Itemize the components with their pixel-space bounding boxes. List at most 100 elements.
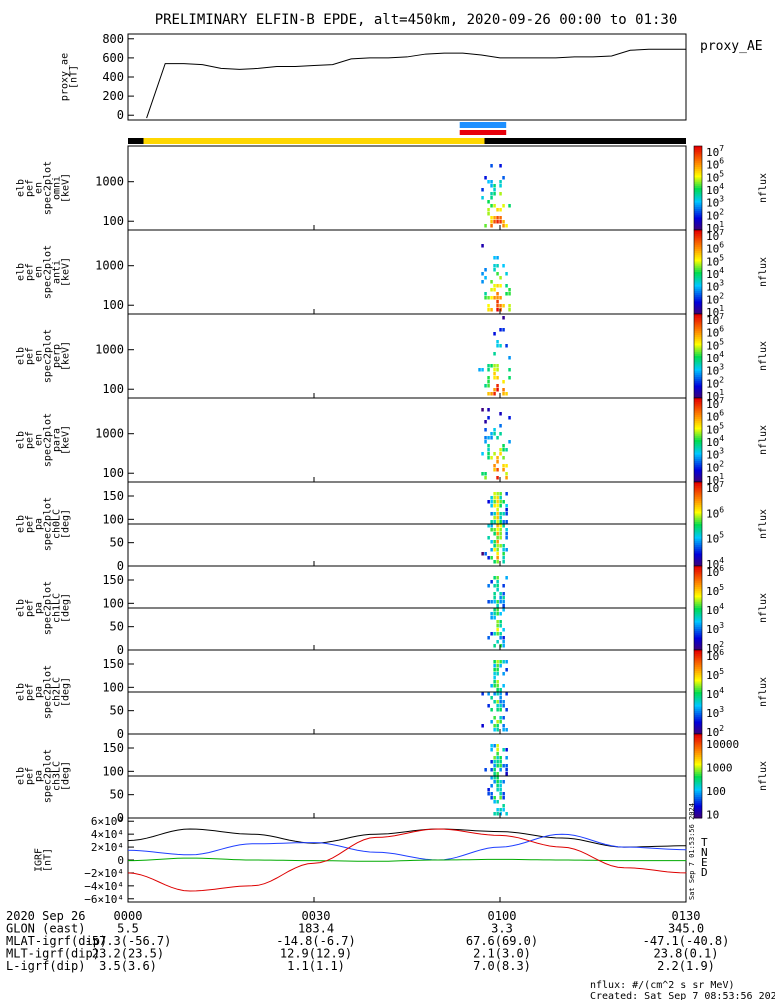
y-axis-label-line: spec2plot <box>43 245 54 299</box>
spectrogram-pixel <box>490 776 493 780</box>
spectrogram-pixel <box>499 528 502 532</box>
spectrogram-pixel <box>484 440 487 444</box>
igrf-legend-N: N <box>701 846 708 859</box>
colorbar-segment <box>694 790 702 794</box>
spectrogram-pixel <box>496 812 499 816</box>
spectrogram-pixel <box>499 180 502 184</box>
colorbar-segment <box>694 284 702 288</box>
spectrogram-pixel <box>481 368 484 372</box>
spectrogram-pixel <box>487 692 490 696</box>
y-axis-label-line: [deg] <box>61 677 72 707</box>
colorbar-tick-exponent: 1 <box>719 472 724 481</box>
colorbar-segment <box>694 765 702 769</box>
colorbar-segment <box>694 677 702 680</box>
colorbar-segment <box>694 156 702 160</box>
igrf-ytick-label: −4×10⁴ <box>84 880 124 893</box>
spectrogram-pixel <box>490 504 493 508</box>
ephemeris-row-label: MLT-igrf(dip) <box>6 947 100 961</box>
igrf-ytick-label: 6×10⁴ <box>91 815 124 828</box>
colorbar-segment <box>694 511 702 514</box>
y-axis-label-line: spec2plot <box>43 497 54 551</box>
spectrogram-pixel <box>493 532 496 536</box>
spectrogram-pixel <box>499 620 502 624</box>
spectrogram-pixel <box>505 520 508 524</box>
ephemeris-row-label: GLON (east) <box>6 922 85 936</box>
spectrogram-pixel <box>499 660 502 664</box>
spectrogram-pixel <box>505 532 508 536</box>
spectrogram-pixel <box>499 716 502 720</box>
spectrogram-pixel <box>505 668 508 672</box>
y-axis-label-line: pef <box>25 347 36 365</box>
colorbar-segment <box>694 582 702 586</box>
spectrogram-pixel <box>496 604 499 608</box>
spectrogram-pixel <box>496 700 499 704</box>
colorbar-segment <box>694 492 702 496</box>
spectrogram-pixel <box>493 268 496 272</box>
spectrogram-pixel <box>487 380 490 384</box>
colorbar-segment <box>694 167 702 170</box>
spectrogram-pixel <box>499 432 502 436</box>
colorbar-segment <box>694 500 702 504</box>
ae-ytick-label: 600 <box>102 51 124 65</box>
spectrogram-pixel <box>487 304 490 308</box>
spectrogram-pixel <box>502 628 505 632</box>
colorbar-tick-exponent: 1 <box>719 304 724 313</box>
spectrogram-pixel <box>496 628 499 632</box>
spectrogram-panel-anti: 100 1000 <box>95 229 687 315</box>
spectrogram-pixel <box>493 540 496 544</box>
colorbar-segment <box>694 311 702 315</box>
spectrogram-pixel <box>487 180 490 184</box>
colorbar-tick-exponent: 6 <box>719 409 724 418</box>
spectrogram-pixel <box>502 544 505 548</box>
spectrogram-pixel <box>493 184 496 188</box>
spectrogram-pixel <box>505 764 508 768</box>
spectrogram-pixel <box>496 368 499 372</box>
colorbar-segment <box>694 303 702 307</box>
spectrogram-pixel <box>499 788 502 792</box>
igrf-axis-label: IGRF[nT] <box>34 848 54 872</box>
colorbar-tick-exponent: 2 <box>719 640 724 649</box>
spectrogram-pixel <box>496 580 499 584</box>
spectrogram-pixel <box>499 344 502 348</box>
colorbar-segment <box>694 624 702 628</box>
spectrogram-pixel <box>487 364 490 368</box>
spectrogram-pixel <box>490 632 493 636</box>
spectrogram-pixel <box>499 512 502 516</box>
spectrogram-pixel <box>499 516 502 520</box>
colorbar-segment <box>694 519 702 523</box>
spectrogram-pixel <box>490 616 493 620</box>
spectrogram-pixel <box>502 796 505 800</box>
spectrogram-pixel <box>502 456 505 460</box>
spectrogram-pixel <box>502 548 505 552</box>
colorbar-segment <box>694 232 702 235</box>
colorbar-segment <box>694 345 702 349</box>
spectrogram-pixel <box>493 560 496 564</box>
spectrogram-pixel <box>496 728 499 732</box>
ephemeris-table: 2020 Sep 26 0000 0030 0100 0130 GLON (east) 5.… <box>6 909 729 973</box>
colorbar-segment <box>694 202 702 206</box>
colorbar-segment <box>694 349 702 353</box>
colorbar-segment <box>694 324 702 328</box>
spectrogram-pixel <box>484 428 487 432</box>
colorbar-segment <box>694 171 702 174</box>
spectrogram-pixel <box>484 292 487 296</box>
spectrogram-pixel <box>493 800 496 804</box>
colorbar-segment <box>694 192 702 195</box>
spectrogram-pixel <box>493 672 496 676</box>
colorbar-frame <box>693 733 703 819</box>
pitch-ytick-label: 150 <box>102 741 124 755</box>
colorbar-segment <box>694 570 702 573</box>
spectrogram-pixel <box>499 504 502 508</box>
colorbar-segment <box>694 612 702 615</box>
colorbar-segment <box>694 402 702 405</box>
nflux-note: nflux: #/(cm^2 s sr MeV) <box>590 980 735 991</box>
spectrogram-pixel <box>493 660 496 664</box>
colorbar-segment <box>694 540 702 544</box>
spectrogram-pixel <box>496 512 499 516</box>
spectrogram-pixel <box>493 728 496 732</box>
colorbar-segment <box>694 433 702 437</box>
colorbar-segment <box>694 662 702 666</box>
colorbar-8: nflux 10000 1000 100 10 <box>693 733 769 821</box>
colorbar-segment <box>694 633 702 636</box>
